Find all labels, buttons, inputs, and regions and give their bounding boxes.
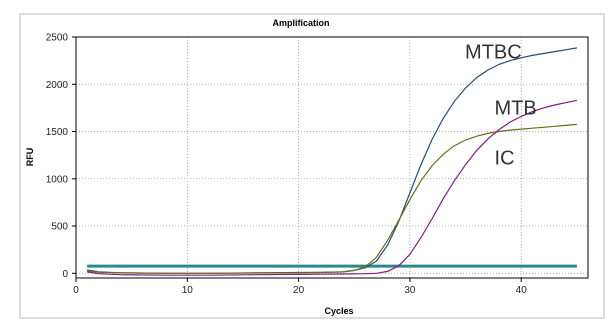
y-axis-title: RFU: [25, 148, 35, 167]
series-line-ic: [87, 123, 577, 274]
series-label-ic: IC: [495, 148, 515, 170]
x-axis-title: Cycles: [324, 306, 353, 316]
grid: [76, 37, 588, 278]
y-tick-label: 1500: [46, 127, 69, 138]
x-tick-label: 40: [516, 285, 528, 296]
series-layer: [86, 47, 578, 276]
y-tick-label: 500: [51, 222, 68, 233]
y-tick-label: 2500: [46, 33, 69, 44]
x-tick-label: 20: [293, 285, 305, 296]
x-tick-label: 10: [182, 285, 194, 296]
series-line-mtb: [87, 99, 578, 276]
y-tick-label: 2000: [46, 80, 69, 91]
y-axis: 0 500 1000 1500 2000 2500: [46, 33, 76, 280]
x-tick-label: 0: [73, 285, 79, 296]
x-axis: 0 10 20 30 40: [73, 278, 527, 296]
series-label-mtb: MTB: [495, 97, 537, 119]
chart-title: Amplification: [272, 18, 329, 28]
y-tick-label: 1000: [46, 174, 69, 185]
series-label-mtbc: MTBC: [465, 42, 522, 64]
x-tick-label: 30: [404, 285, 416, 296]
plot-area: [75, 36, 589, 279]
y-tick-label: 0: [62, 269, 68, 280]
annotation-layer: MTBC MTB IC: [465, 42, 537, 170]
